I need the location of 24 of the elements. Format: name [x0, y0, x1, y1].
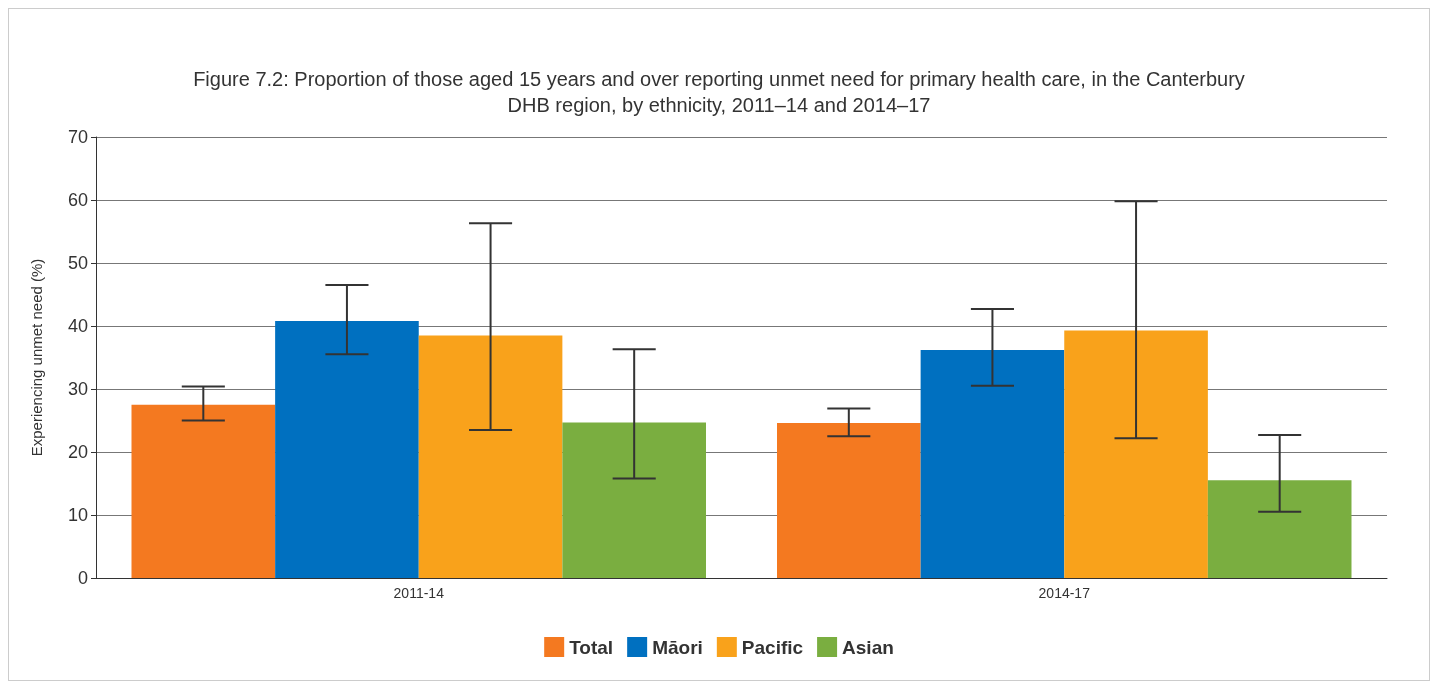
bar [1207, 480, 1352, 578]
bar [562, 422, 706, 578]
y-axis-title: Experiencing unmet need (%) [28, 258, 45, 457]
bar [131, 404, 276, 578]
legend-label: Pacific [741, 636, 804, 658]
x-tick-label: 2011-14 [393, 585, 445, 601]
y-tick-label: 30 [67, 379, 88, 399]
bar [1064, 330, 1208, 578]
y-tick-label: 40 [67, 316, 88, 336]
bar [920, 349, 1065, 578]
legend-label: Total [569, 636, 614, 658]
legend-label: Māori [652, 636, 703, 658]
x-tick-label: 2014-17 [1038, 585, 1091, 601]
legend-label: Asian [842, 636, 894, 658]
y-tick-label: 20 [67, 442, 88, 462]
y-tick-label: 60 [67, 190, 88, 210]
y-tick-label: 50 [67, 253, 88, 273]
bar [275, 320, 419, 578]
chart-title: Figure 7.2: Proportion of those aged 15 years and over reporting unmet need for primary health care, in the Canterbury DHB region, by ethnicity, 2011–14 and 2014–17 [193, 68, 1245, 116]
bar [418, 335, 563, 578]
y-tick-label: 10 [67, 505, 88, 525]
bar [777, 423, 921, 578]
y-tick-label: 0 [77, 568, 88, 588]
y-tick-label: 70 [67, 127, 88, 147]
